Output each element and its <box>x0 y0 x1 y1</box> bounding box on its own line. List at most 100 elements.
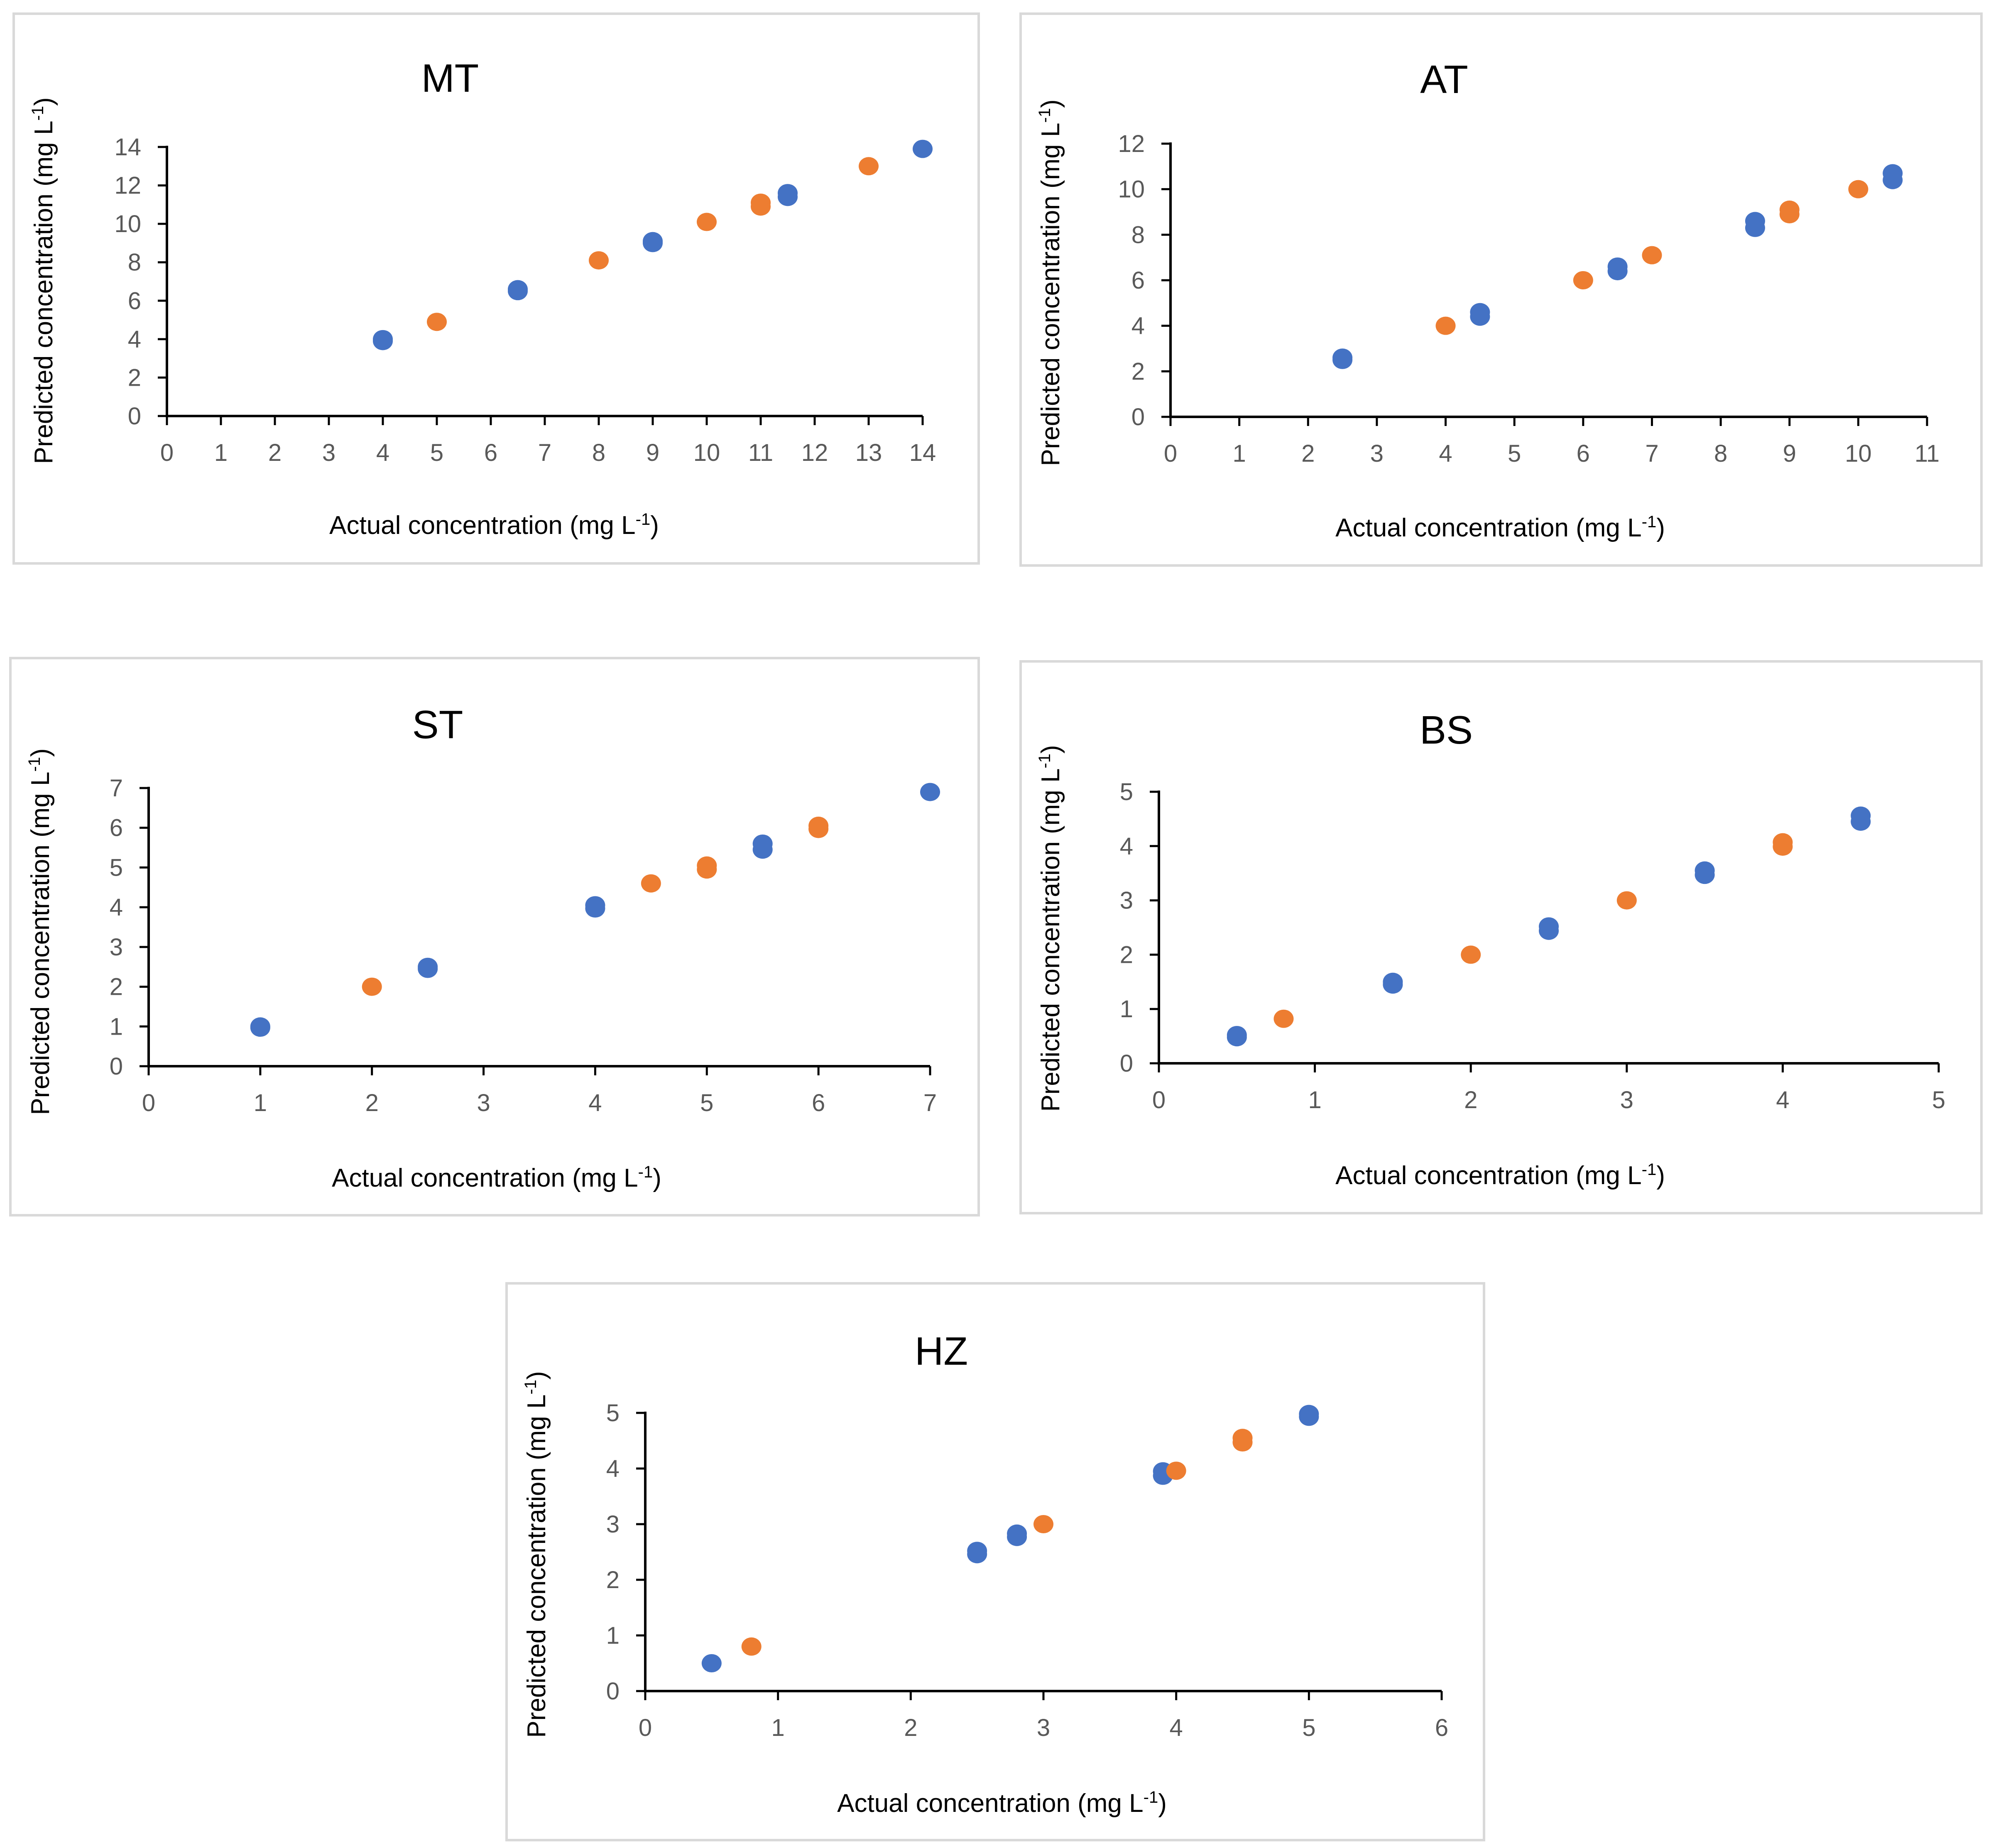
y-tick-label: 3 <box>606 1511 620 1538</box>
x-axis-label: Actual concentration (mg L-1) <box>1335 1160 1665 1190</box>
data-point-blue <box>752 840 773 859</box>
data-point-blue <box>643 234 663 252</box>
x-tick-label: 4 <box>588 1089 602 1116</box>
data-point-blue <box>373 332 393 350</box>
data-point-blue <box>585 899 605 918</box>
x-tick-label: 0 <box>1152 1087 1166 1114</box>
x-tick-label: 4 <box>1439 440 1452 467</box>
y-tick-label: 10 <box>1118 176 1145 203</box>
x-tick-label: 3 <box>1370 440 1384 467</box>
data-point-blue <box>1883 171 1903 189</box>
data-point-blue <box>967 1545 987 1564</box>
y-tick-label: 12 <box>114 172 141 199</box>
chart-title: ST <box>412 702 463 747</box>
x-tick-label: 11 <box>748 439 773 466</box>
chart-st: ST 0 1 2 3 4 5 6 7 0 1 2 3 4 5 6 7 Actual concentration (… <box>25 702 940 1192</box>
x-tick-label: 14 <box>909 439 936 466</box>
data-point-orange <box>1642 246 1662 264</box>
x-tick-label: 13 <box>855 439 882 466</box>
y-axis-label: Predicted concentration (mg L-1) <box>522 1371 551 1738</box>
x-tick-label: 1 <box>771 1714 785 1741</box>
chart-panel-mt: MT 0 1 2 3 4 5 6 7 8 9 10 11 12 13 14 0 2 4 6 8 10 12 14 Actual … <box>12 12 980 565</box>
y-tick-label: 7 <box>110 775 123 802</box>
data-point-orange <box>1033 1515 1053 1533</box>
x-tick-label: 4 <box>1170 1714 1183 1741</box>
x-tick-label: 0 <box>1164 440 1177 467</box>
x-tick-label: 2 <box>365 1089 379 1116</box>
chart-title: MT <box>421 56 479 100</box>
x-tick-label: 7 <box>1645 440 1658 467</box>
data-point-orange <box>1461 945 1481 964</box>
chart-panel-bs: BS 0 1 2 3 4 5 0 1 2 3 4 5 Actual concentration (mg L… <box>1019 660 1983 1214</box>
x-tick-label: 2 <box>268 439 282 466</box>
data-point-blue <box>1539 921 1559 940</box>
x-tick-label: 5 <box>1508 440 1521 467</box>
data-point-blue <box>701 1654 722 1672</box>
data-point-blue <box>1607 262 1628 281</box>
x-tick-label: 0 <box>160 439 174 466</box>
x-tick-label: 1 <box>214 439 228 466</box>
data-point-blue <box>508 282 528 301</box>
data-point-orange <box>1779 205 1800 223</box>
data-point-orange <box>1435 316 1456 335</box>
x-tick-label: 4 <box>1776 1087 1789 1114</box>
chart-panel-st: ST 0 1 2 3 4 5 6 7 0 1 2 3 4 5 6 7 Actual concentration (… <box>9 657 980 1216</box>
data-point-orange <box>697 213 717 231</box>
y-tick-label: 0 <box>110 1053 123 1080</box>
data-point-orange <box>697 860 717 879</box>
data-point-blue <box>1383 975 1403 994</box>
x-tick-label: 10 <box>1845 440 1872 467</box>
y-axis-label: Predicted concentration (mg L-1) <box>1036 99 1065 466</box>
x-tick-label: 9 <box>646 439 659 466</box>
data-point-orange <box>808 820 829 838</box>
data-point-orange <box>1273 1009 1294 1028</box>
data-point-blue <box>1332 350 1353 369</box>
chart-title: AT <box>1420 57 1468 102</box>
data-point-blue <box>920 783 940 801</box>
x-tick-label: 5 <box>1302 1714 1315 1741</box>
y-tick-label: 3 <box>110 934 123 961</box>
data-point-blue <box>250 1018 270 1037</box>
y-tick-label: 4 <box>606 1455 620 1482</box>
data-point-orange <box>1773 837 1793 856</box>
data-point-blue <box>778 188 798 206</box>
y-tick-label: 0 <box>128 403 141 430</box>
data-point-orange <box>741 1637 762 1656</box>
y-tick-label: 0 <box>1131 404 1145 431</box>
x-tick-label: 3 <box>322 439 336 466</box>
data-point-orange <box>362 977 382 996</box>
y-tick-label: 6 <box>128 287 141 314</box>
x-axis-label: Actual concentration (mg L-1) <box>837 1788 1167 1818</box>
data-point-blue <box>1745 218 1765 237</box>
y-tick-label: 4 <box>1131 313 1145 340</box>
y-tick-label: 0 <box>606 1678 620 1705</box>
chart-mt: MT0 1 2 3 4 5 6 7 8 9 10 11 12 13 1402468101214Actual … <box>29 56 936 540</box>
data-point-blue <box>1227 1028 1247 1047</box>
x-tick-label: 8 <box>592 439 605 466</box>
x-tick-label: 10 <box>693 439 720 466</box>
data-point-blue <box>1470 307 1490 326</box>
data-point-orange <box>641 874 661 893</box>
y-tick-label: 2 <box>128 364 141 391</box>
chart-hz: HZ 0 1 2 3 4 5 6 0 1 2 3 4 5 Actual concentration (mg … <box>522 1329 1448 1818</box>
x-axis-label: Actual concentration (mg L-1) <box>1335 513 1665 542</box>
x-tick-label: 9 <box>1783 440 1796 467</box>
chart-title: BS <box>1420 708 1473 752</box>
y-tick-label: 2 <box>606 1567 620 1593</box>
data-point-orange <box>1616 891 1637 910</box>
data-point-orange <box>859 157 879 176</box>
y-tick-label: 6 <box>110 815 123 842</box>
y-tick-label: 5 <box>110 854 123 881</box>
x-tick-label: 6 <box>484 439 497 466</box>
x-tick-label: 6 <box>1577 440 1590 467</box>
x-tick-label: 4 <box>376 439 389 466</box>
data-point-blue <box>1007 1527 1027 1546</box>
chart-bs: BS 0 1 2 3 4 5 0 1 2 3 4 5 Actual concentration (mg L… <box>1036 708 1945 1190</box>
x-axis-label: Actual concentration (mg L-1) <box>329 510 659 540</box>
x-tick-label: 3 <box>1037 1714 1050 1741</box>
x-axis-label: Actual concentration (mg L-1) <box>332 1163 661 1192</box>
y-tick-label: 4 <box>110 894 123 921</box>
y-tick-label: 6 <box>1131 267 1145 294</box>
y-tick-label: 1 <box>606 1622 620 1649</box>
data-point-orange <box>589 251 609 270</box>
